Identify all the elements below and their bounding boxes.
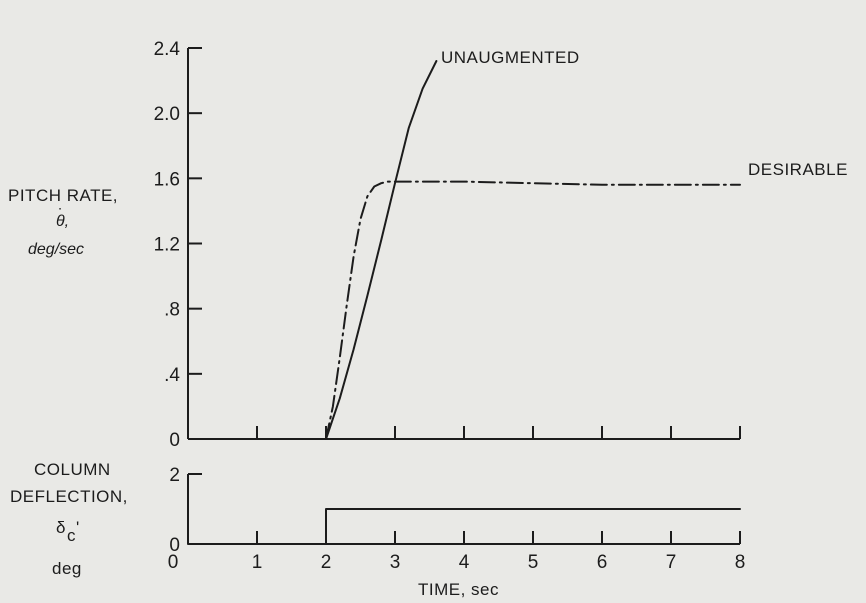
column-deflection-prime: '	[76, 518, 80, 537]
column-deflection-y-tick-label: 2	[169, 465, 180, 486]
column-deflection-subscript: c	[67, 526, 76, 545]
column-deflection-x-tick-label: 8	[735, 552, 746, 573]
pitch-rate-chart: PITCH RATE, ˙ θ, deg/sec 0 .4 .8 1.2 1.6 2.0 2…	[8, 39, 848, 451]
column-deflection-axis-title-line-2: DEFLECTION,	[10, 487, 128, 506]
column-deflection-y-tick-label: 0	[169, 535, 180, 556]
column-deflection-x-tick-label: 6	[597, 552, 608, 573]
unaugmented-series-label: UNAUGMENTED	[441, 48, 580, 67]
column-deflection-series	[187, 508, 741, 545]
pitch-rate-axis-title-line-3: deg/sec	[28, 241, 84, 258]
column-deflection-axis-title: COLUMN DEFLECTION, δ c ' deg	[10, 460, 128, 578]
pitch-rate-axis-title-line-2: θ,	[56, 213, 69, 230]
pitch-rate-dot-accent: ˙	[58, 205, 64, 224]
column-deflection-x-tick-label: 0	[168, 552, 179, 573]
pitch-rate-y-tick-label: 2.4	[154, 39, 181, 60]
pitch-rate-axis-title: PITCH RATE, ˙ θ, deg/sec	[8, 186, 118, 258]
column-deflection-x-tick-label: 3	[390, 552, 401, 573]
pitch-rate-axes	[187, 48, 740, 440]
column-deflection-x-tick-label: 7	[666, 552, 677, 573]
column-deflection-x-tick-label: 5	[528, 552, 539, 573]
pitch-rate-y-tick-label: 1.6	[154, 169, 180, 190]
desirable-series-label: DESIRABLE	[748, 160, 848, 179]
pitch-rate-y-tick-label: .4	[164, 365, 180, 386]
pitch-rate-y-tick-label: .8	[164, 300, 180, 321]
column-step-series-line	[187, 508, 741, 545]
column-deflection-ticks: 0 2 0 1 2 3 4 5 6 7 8	[168, 465, 746, 573]
pitch-rate-axis-title-line-1: PITCH RATE,	[8, 186, 118, 205]
unaugmented-series-line	[325, 60, 438, 440]
pitch-rate-y-tick-label: 2.0	[154, 104, 180, 125]
pitch-rate-y-tick-label: 0	[169, 430, 180, 451]
column-deflection-delta-symbol: δ	[56, 518, 66, 537]
column-deflection-axis-title-line-4: deg	[52, 559, 82, 578]
column-deflection-chart: COLUMN DEFLECTION, δ c ' deg 0 2 0 1 2 3 4 5 6 7 8…	[10, 460, 745, 599]
column-deflection-x-tick-label: 4	[459, 552, 470, 573]
column-deflection-x-tick-label: 2	[321, 552, 332, 573]
time-axis-title: TIME, sec	[418, 580, 499, 599]
pitch-rate-ticks: 0 .4 .8 1.2 1.6 2.0 2.4	[154, 39, 741, 451]
desirable-series-line	[325, 180, 741, 440]
pitch-rate-series	[325, 60, 741, 440]
column-deflection-x-tick-label: 1	[252, 552, 263, 573]
pitch-rate-y-tick-label: 1.2	[154, 235, 180, 256]
column-deflection-axis-title-line-1: COLUMN	[34, 460, 111, 479]
